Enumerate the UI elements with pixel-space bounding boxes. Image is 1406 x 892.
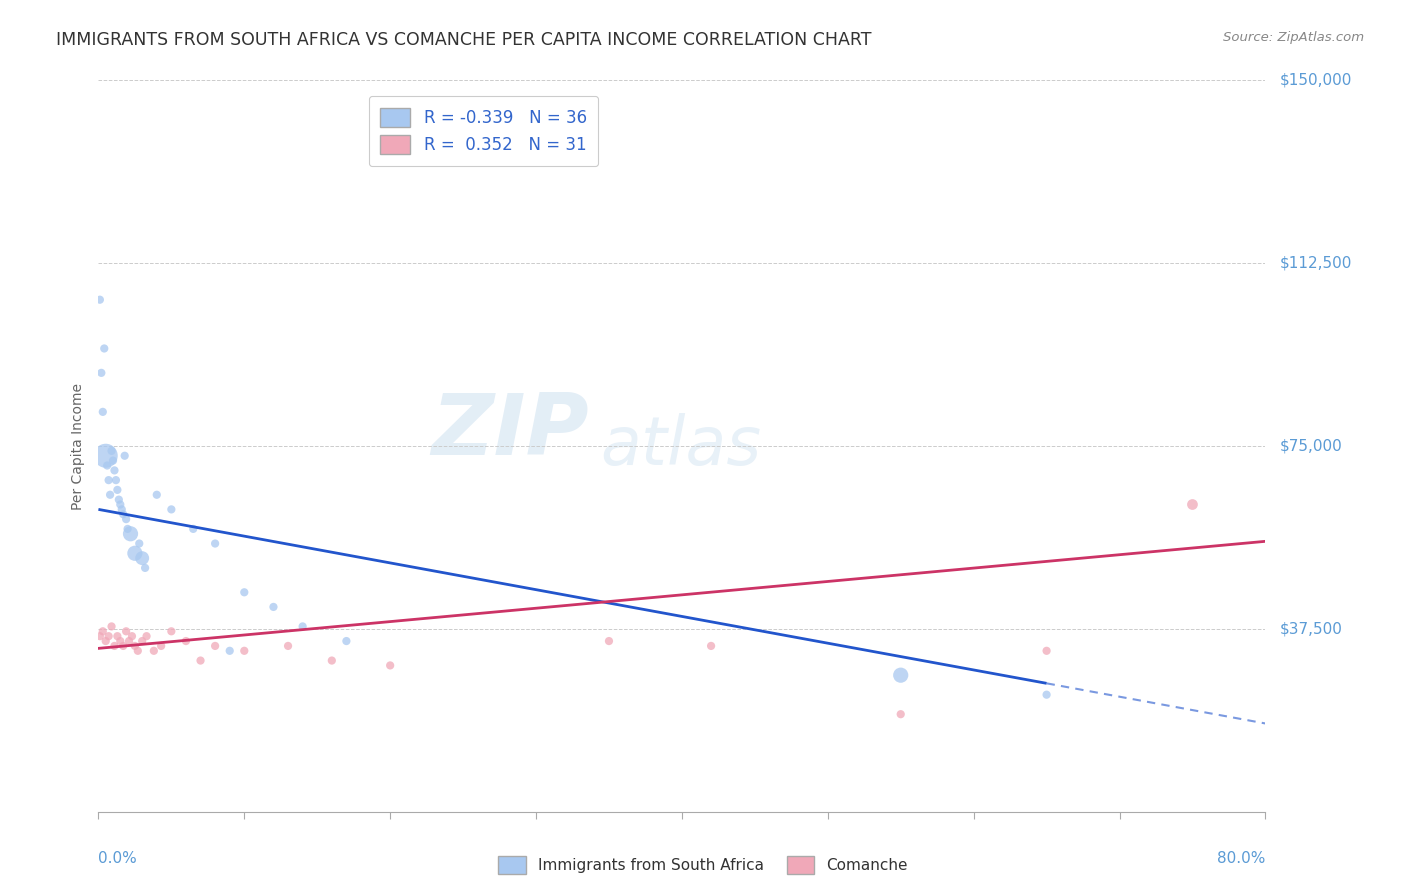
Y-axis label: Per Capita Income: Per Capita Income [72,383,86,509]
Point [91,405,114,419]
Point [181,522,204,536]
Point [117,522,139,536]
Point [100,443,122,458]
Point [97,473,120,487]
Point [120,526,142,541]
Point [1035,688,1057,702]
Point [94,449,117,463]
Point [115,512,138,526]
Point [89,629,111,643]
Point [118,634,141,648]
Point [105,629,128,643]
Text: IMMIGRANTS FROM SOUTH AFRICA VS COMANCHE PER CAPITA INCOME CORRELATION CHART: IMMIGRANTS FROM SOUTH AFRICA VS COMANCHE… [56,31,872,49]
Legend: Immigrants from South Africa, Comanche: Immigrants from South Africa, Comanche [492,850,914,880]
Point [204,536,226,550]
Point [291,619,314,633]
Point [101,453,124,467]
Point [218,644,240,658]
Point [160,502,183,516]
Point [94,634,117,648]
Point [128,536,150,550]
Point [105,483,128,497]
Text: 0.0%: 0.0% [98,851,138,865]
Text: atlas: atlas [600,413,761,479]
Text: 80.0%: 80.0% [1218,851,1265,865]
Point [204,639,226,653]
Point [321,654,343,668]
Text: $37,500: $37,500 [1279,622,1343,636]
Point [115,624,138,639]
Point [93,342,115,356]
Point [89,293,111,307]
Point [127,644,149,658]
Point [131,634,153,648]
Point [1181,498,1204,512]
Point [150,639,173,653]
Point [112,639,135,653]
Point [90,366,112,380]
Point [277,639,299,653]
Point [700,639,723,653]
Point [100,619,122,633]
Point [121,629,143,643]
Point [233,644,256,658]
Text: $150,000: $150,000 [1279,73,1351,87]
Text: $75,000: $75,000 [1279,439,1343,453]
Point [135,629,157,643]
Point [1035,644,1057,658]
Point [146,488,169,502]
Point [160,624,183,639]
Text: Source: ZipAtlas.com: Source: ZipAtlas.com [1223,31,1364,45]
Point [104,473,127,487]
Point [262,599,284,614]
Point [96,458,118,473]
Point [98,488,121,502]
Point [103,639,125,653]
Point [97,629,120,643]
Point [110,634,132,648]
Point [103,463,125,477]
Point [598,634,620,648]
Point [124,639,146,653]
Point [112,508,135,522]
Point [890,707,912,722]
Point [124,546,146,560]
Legend: R = -0.339   N = 36, R =  0.352   N = 31: R = -0.339 N = 36, R = 0.352 N = 31 [368,96,599,166]
Text: $112,500: $112,500 [1279,256,1351,270]
Point [114,449,136,463]
Point [890,668,912,682]
Point [111,502,134,516]
Point [378,658,402,673]
Point [335,634,357,648]
Point [134,561,156,575]
Point [91,624,114,639]
Text: ZIP: ZIP [430,390,589,473]
Point [233,585,256,599]
Point [110,498,132,512]
Point [131,551,153,566]
Point [108,492,131,507]
Point [174,634,197,648]
Point [190,654,212,668]
Point [142,644,165,658]
